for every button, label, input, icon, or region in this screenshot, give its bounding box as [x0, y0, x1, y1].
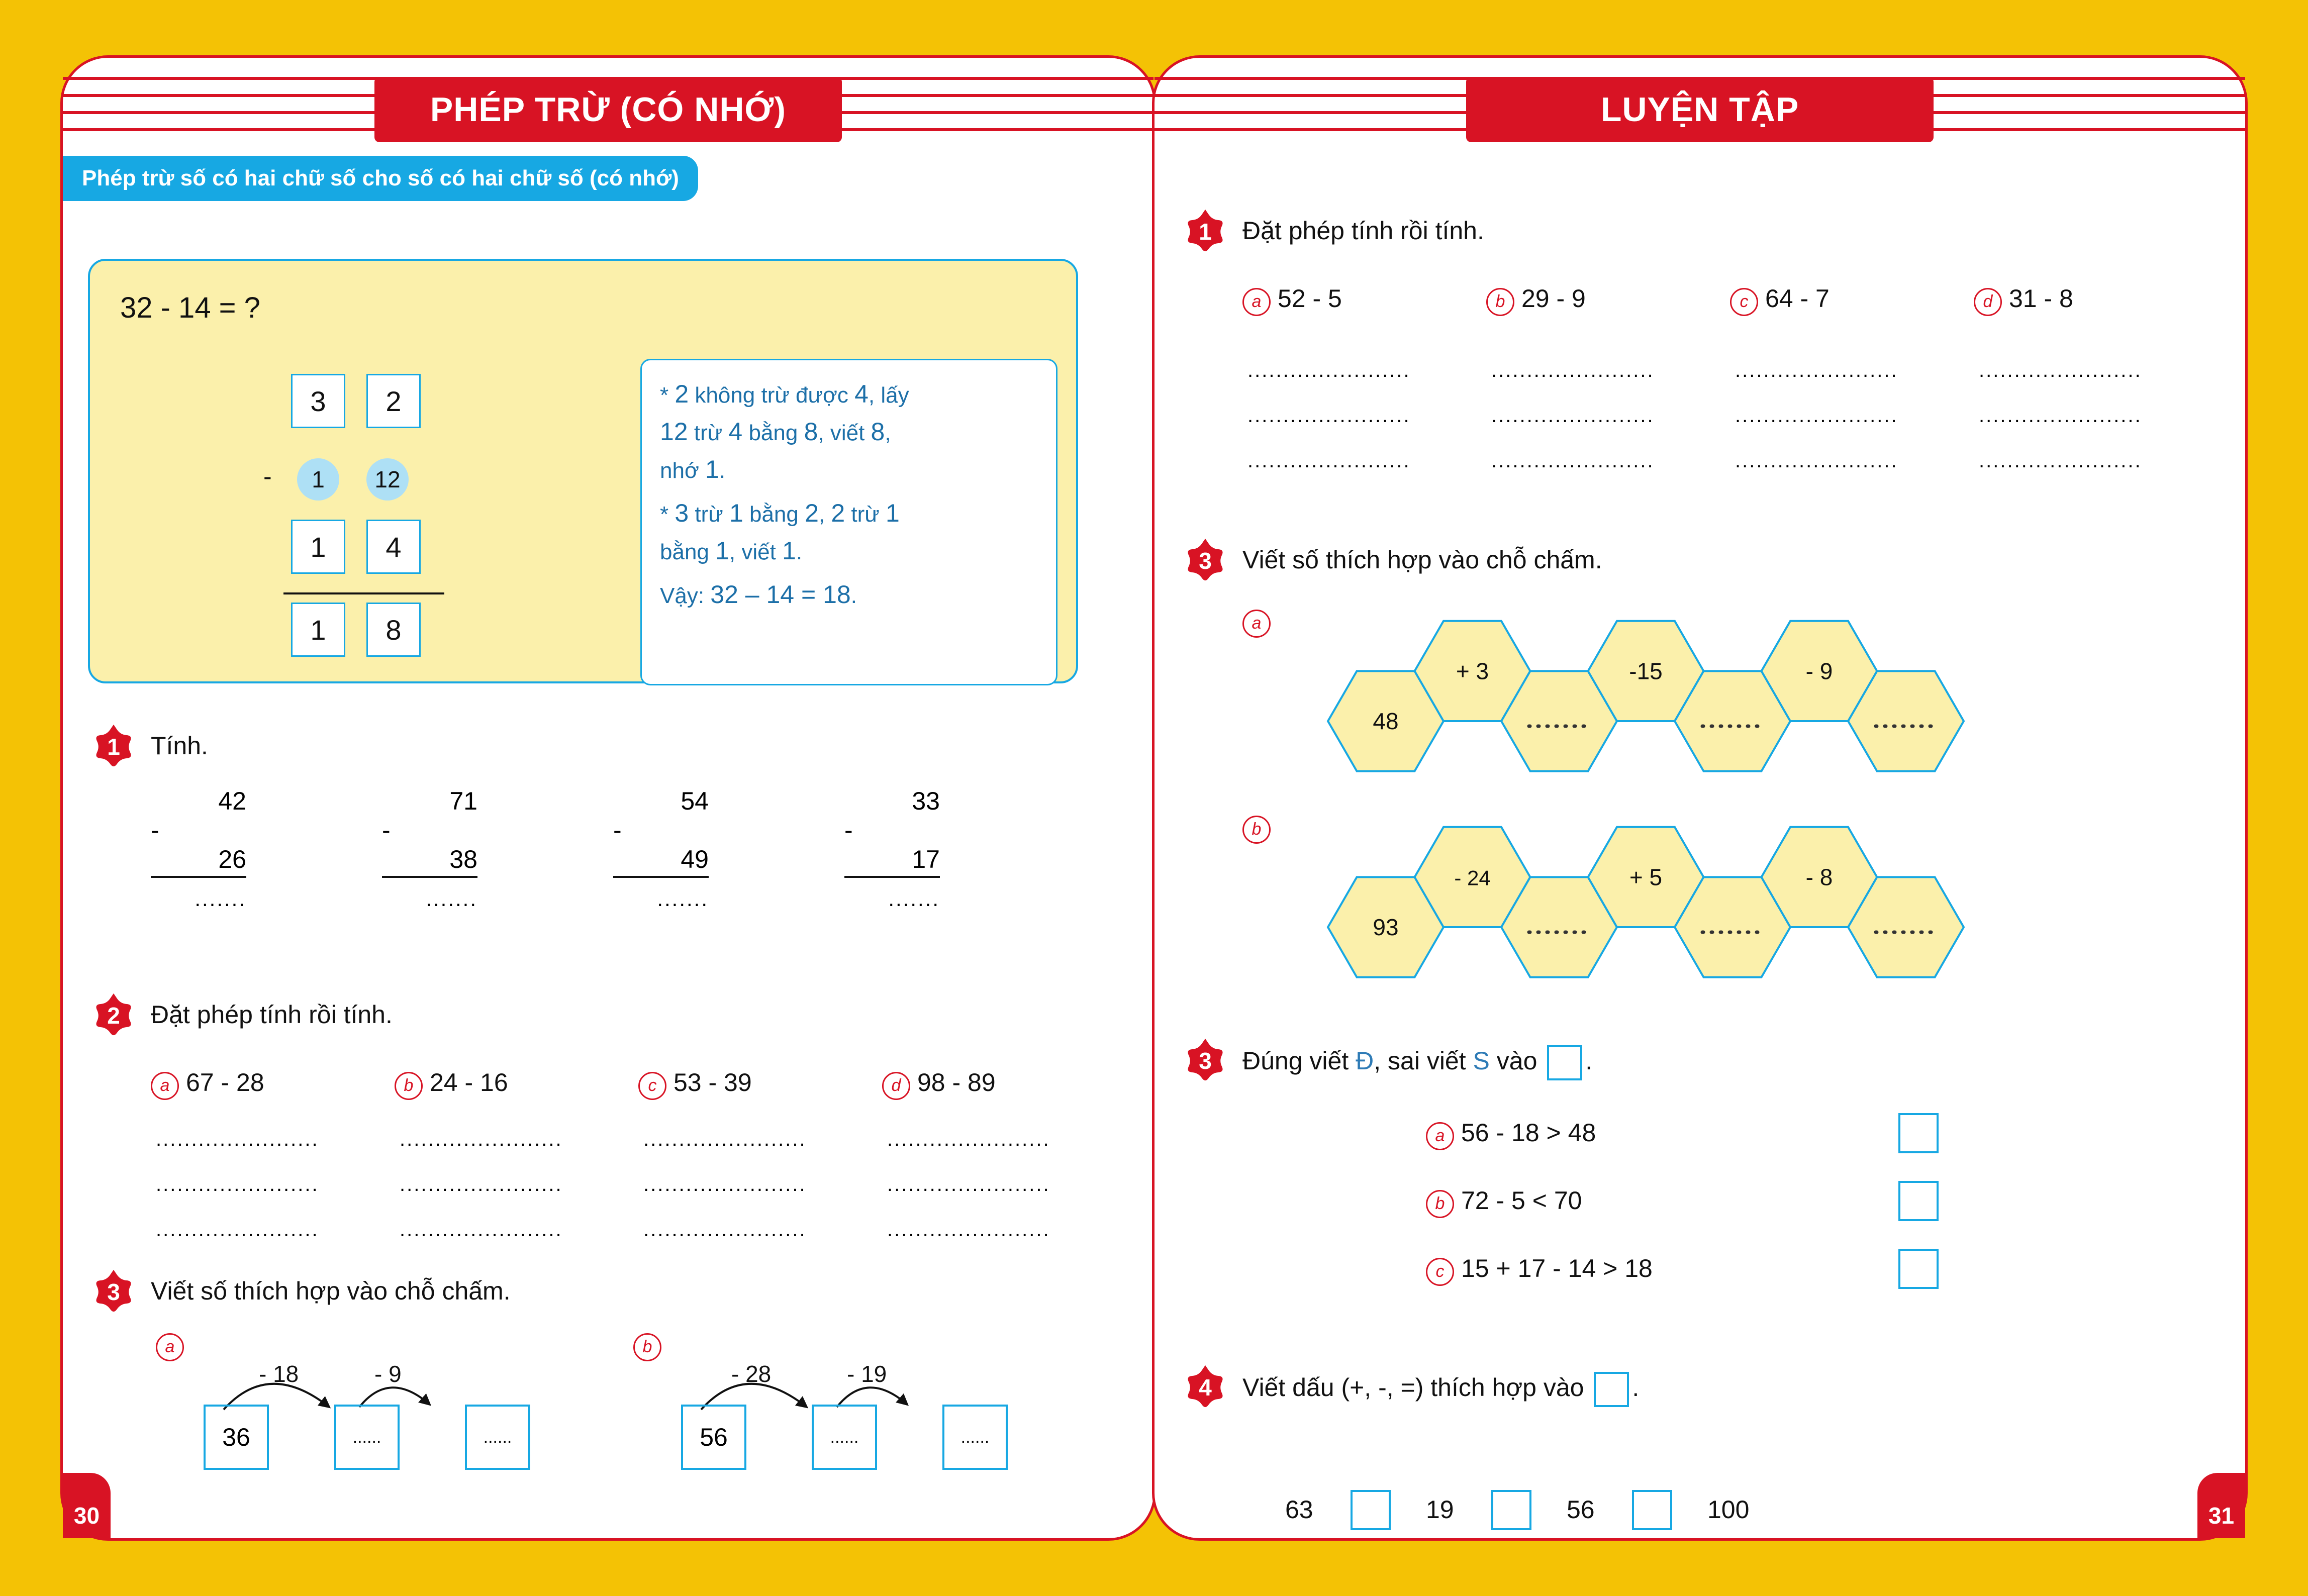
- svg-text:- 28: - 28: [731, 1361, 771, 1387]
- svg-text:+ 3: + 3: [1456, 658, 1489, 684]
- svg-text:- 9: - 9: [374, 1361, 402, 1387]
- svg-text:48: 48: [1373, 708, 1398, 734]
- svg-text:93: 93: [1373, 914, 1398, 940]
- svg-text:-15: -15: [1629, 658, 1662, 684]
- svg-text:- 9: - 9: [1806, 658, 1833, 684]
- svg-text:- 24: - 24: [1454, 866, 1490, 889]
- svg-text:- 18: - 18: [259, 1361, 299, 1387]
- svg-text:+ 5: + 5: [1629, 864, 1662, 890]
- svg-text:- 8: - 8: [1806, 864, 1833, 890]
- svg-text:- 19: - 19: [847, 1361, 887, 1387]
